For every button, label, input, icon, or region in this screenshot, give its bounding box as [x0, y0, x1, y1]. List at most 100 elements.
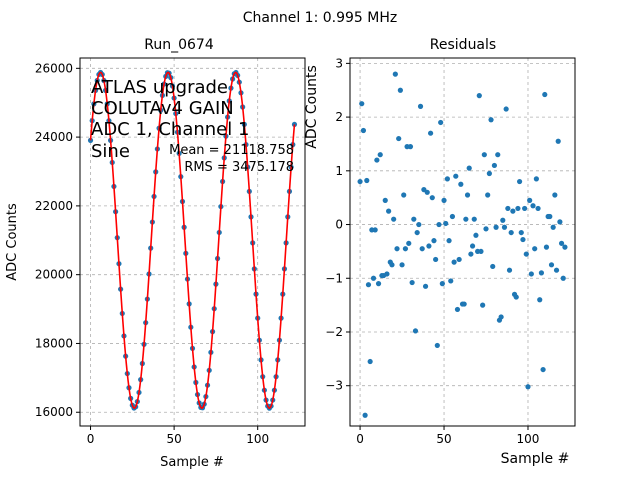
residual-point: [448, 278, 454, 284]
residual-point: [555, 138, 561, 144]
residual-point: [478, 248, 484, 255]
residual-point: [498, 314, 504, 320]
residuals-panel-xlabel: Sample #: [501, 451, 570, 467]
residuals-panel-x-tick-label: 100: [517, 432, 540, 446]
residual-point: [357, 178, 363, 185]
residual-point: [518, 229, 524, 236]
residual-point: [558, 240, 565, 246]
residual-point: [406, 240, 412, 246]
residual-point: [483, 226, 489, 232]
residual-point: [458, 181, 464, 187]
residuals-panel: Residuals 0 50 100 −3 −2 −1 0 1 2 3 Sample # ADC…: [304, 37, 576, 467]
fit-line: [89, 71, 296, 409]
residual-point: [543, 244, 550, 250]
residual-point: [510, 208, 516, 214]
fit-panel-x-tick-label: 100: [246, 432, 269, 446]
residual-point: [433, 256, 439, 263]
residuals-panel-y-tick-label: 0: [335, 218, 343, 232]
residual-point: [542, 91, 548, 98]
residual-point: [417, 103, 424, 109]
residual-point: [503, 106, 509, 112]
residual-point: [538, 270, 545, 276]
residual-point: [382, 197, 388, 203]
stats-rms: RMS = 3475.178: [184, 160, 294, 175]
residuals-panel-x-tick-label: 50: [436, 432, 451, 446]
residual-point: [533, 176, 539, 182]
residual-point: [414, 229, 420, 236]
residual-point: [535, 205, 541, 212]
residual-point: [485, 192, 491, 198]
fit-panel-ylabel: ADC Counts: [5, 203, 20, 281]
residual-point: [402, 246, 409, 252]
fit-panel-y-ticks: 16000 18000 20000 22000 24000 26000: [35, 61, 80, 419]
residual-point: [384, 271, 390, 277]
residual-point: [372, 227, 378, 233]
residual-point: [453, 173, 459, 179]
residual-point: [537, 297, 543, 303]
fit-panel-y-tick-label: 18000: [35, 336, 73, 350]
residual-point: [397, 87, 403, 93]
residual-point: [516, 178, 523, 185]
fit-panel-y-tick-label: 16000: [35, 405, 73, 419]
residual-point: [466, 165, 472, 171]
residual-point: [422, 283, 429, 289]
annotation-line-3: ADC 1, Channel 1: [91, 119, 249, 140]
fit-panel-xlabel: Sample #: [160, 455, 224, 470]
residual-point: [540, 366, 546, 373]
residual-point: [434, 342, 440, 349]
annotation-line-1: ATLAS upgrade: [91, 77, 228, 98]
residual-point: [431, 238, 437, 244]
residual-point: [411, 216, 417, 222]
fit-panel-x-tick-label: 0: [87, 432, 95, 446]
residual-point: [375, 281, 382, 287]
fit-panel-frame: [79, 57, 306, 427]
residual-point: [548, 262, 555, 268]
residual-point: [553, 267, 560, 273]
residuals-panel-y-tick-label: 2: [335, 110, 343, 124]
fit-panel-plot-area: [87, 69, 298, 411]
annotation-line-4: Sine: [91, 141, 130, 162]
residual-point: [446, 238, 452, 244]
fit-panel-x-ticks: 0 50 100: [87, 426, 269, 446]
stats-mean: Mean = 21118.758: [169, 143, 294, 158]
residual-point: [523, 251, 529, 257]
residual-point: [391, 216, 397, 222]
fit-panel-y-tick-label: 26000: [35, 61, 73, 75]
residual-point: [362, 412, 368, 418]
residual-point: [505, 205, 511, 212]
residuals-panel-grid: [350, 58, 575, 426]
residual-point: [426, 243, 432, 249]
residual-point: [480, 302, 486, 308]
residual-point: [360, 127, 367, 134]
residual-point: [552, 192, 558, 198]
fit-panel-stats: Mean = 21118.758 RMS = 3475.178: [169, 143, 294, 175]
residual-point: [476, 93, 482, 99]
residual-point: [409, 279, 415, 286]
residual-point: [370, 275, 377, 281]
residual-point: [449, 213, 456, 220]
residual-point: [364, 177, 370, 184]
residual-point: [424, 189, 430, 195]
residuals-panel-y-tick-label: 3: [335, 56, 343, 70]
residual-point: [441, 197, 447, 203]
residuals-panel-y-ticks: −3 −2 −1 0 1 2 3: [325, 56, 350, 393]
fit-panel-x-tick-label: 50: [166, 432, 181, 446]
residual-point: [491, 162, 498, 169]
residual-point: [392, 71, 398, 77]
residual-point: [513, 294, 519, 300]
residual-point: [506, 267, 513, 273]
residual-point: [374, 157, 380, 163]
residual-point: [522, 205, 528, 212]
residual-point: [508, 229, 514, 236]
residual-point: [495, 152, 501, 158]
residual-point: [469, 243, 476, 249]
residuals-panel-title: Residuals: [430, 37, 496, 53]
residual-point: [557, 219, 563, 225]
residual-point: [464, 192, 471, 198]
residual-point: [439, 281, 445, 287]
annotation-line-2: COLUTAv4 GAIN: [91, 98, 234, 119]
residual-point: [486, 170, 492, 177]
residuals-panel-ylabel: ADC Counts: [304, 65, 320, 148]
residuals-panel-x-ticks: 0 50 100: [356, 426, 539, 446]
